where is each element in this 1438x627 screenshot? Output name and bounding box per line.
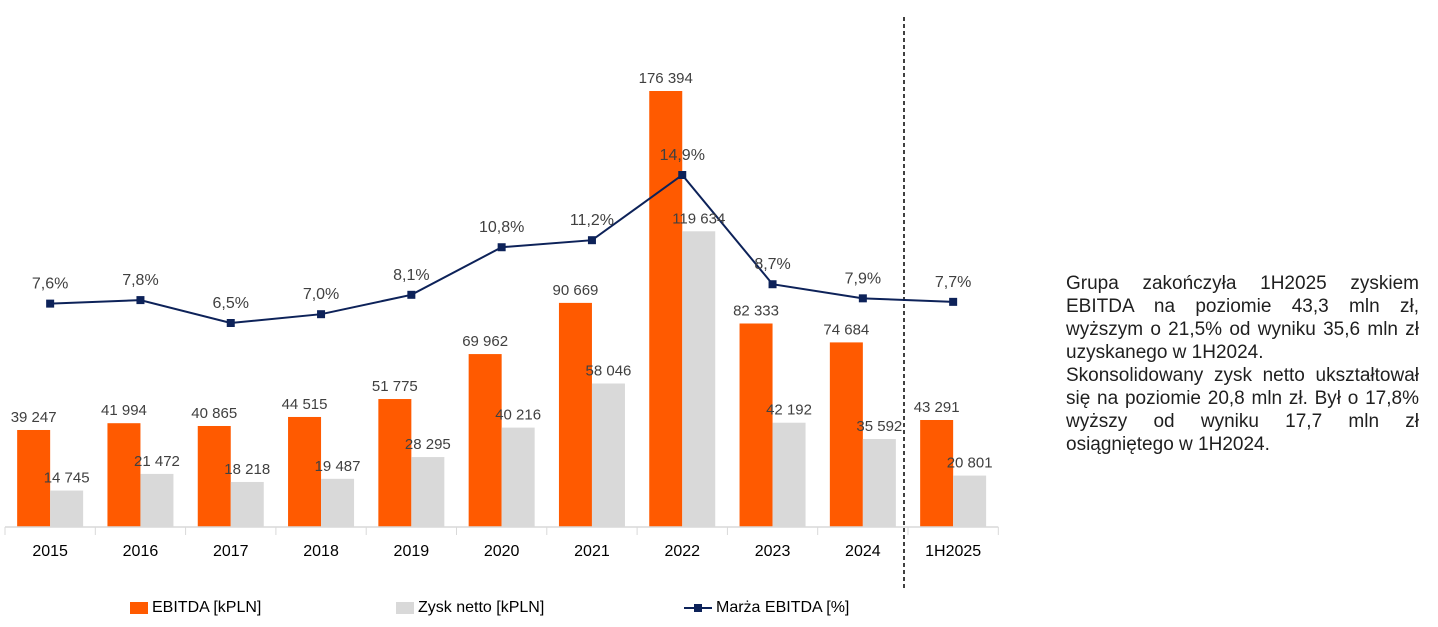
ebitda-value-label-2021: 90 669 bbox=[553, 282, 599, 299]
legend-zysk-netto-label: Zysk netto [kPLN] bbox=[418, 599, 545, 616]
legend-zysk-netto: Zysk netto [kPLN] bbox=[396, 597, 544, 619]
labels-layer: 39 247 14 745 2015 41 994 21 472 2016 40 865 18… bbox=[11, 70, 993, 560]
ebitda-value-label-2015: 39 247 bbox=[11, 409, 57, 426]
zysk-netto-value-label-2017: 18 218 bbox=[224, 461, 270, 478]
x-tick-2017: 2017 bbox=[213, 543, 249, 560]
ebitda-bar-2024 bbox=[829, 342, 863, 527]
zysk-netto-value-label-2020: 40 216 bbox=[495, 407, 541, 424]
x-tick-2020: 2020 bbox=[484, 543, 520, 560]
zysk-netto-bar-2018 bbox=[321, 478, 355, 527]
ebitda-bar-2018 bbox=[288, 416, 322, 527]
x-tick-2023: 2023 bbox=[755, 543, 791, 560]
x-tick-2018: 2018 bbox=[303, 543, 339, 560]
zysk-netto-value-label-2023: 42 192 bbox=[766, 402, 812, 419]
marza-value-label-2020: 10,8% bbox=[479, 219, 524, 236]
legend-marza-label: Marża EBITDA [%] bbox=[716, 599, 850, 616]
zysk-netto-bar-2015 bbox=[50, 490, 84, 527]
x-tick-2016: 2016 bbox=[123, 543, 159, 560]
marza-value-label-2017: 6,5% bbox=[213, 295, 249, 312]
axis-layer bbox=[4, 17, 999, 590]
legend-ebitda: EBITDA [kPLN] bbox=[130, 597, 261, 619]
legend-zysk-netto-swatch bbox=[396, 602, 414, 614]
marza-value-label-2016: 7,8% bbox=[122, 272, 158, 289]
zysk-netto-bar-2019 bbox=[411, 457, 445, 527]
marza-value-label-2019: 8,1% bbox=[393, 267, 429, 284]
marza-marker-2015 bbox=[46, 299, 55, 308]
marza-marker-2022 bbox=[678, 171, 687, 179]
legend-marza: Marża EBITDA [%] bbox=[684, 597, 849, 619]
zysk-netto-value-label-2018: 19 487 bbox=[315, 458, 361, 475]
zysk-netto-value-label-2016: 21 472 bbox=[134, 453, 180, 470]
marza-value-label-2024: 7,9% bbox=[845, 270, 881, 287]
ebitda-value-label-2017: 40 865 bbox=[191, 405, 237, 422]
marza-marker-2020 bbox=[497, 243, 506, 252]
zysk-netto-bar-2024 bbox=[862, 439, 896, 527]
x-tick-2024: 2024 bbox=[845, 543, 881, 560]
zysk-netto-value-label-2024: 35 592 bbox=[856, 418, 902, 435]
ebitda-bar-2022 bbox=[649, 91, 683, 527]
bars-layer bbox=[17, 91, 987, 527]
zysk-netto-value-label-1h2025: 20 801 bbox=[947, 455, 993, 472]
ebitda-value-label-2020: 69 962 bbox=[462, 333, 508, 350]
marza-value-label-2021: 11,2% bbox=[570, 212, 614, 229]
marza-value-label-1h2025: 7,7% bbox=[935, 274, 971, 291]
marza-marker-2021 bbox=[587, 236, 596, 245]
marza-value-label-2023: 8,7% bbox=[754, 256, 790, 273]
ebitda-bar-2017 bbox=[197, 425, 231, 527]
ebitda-value-label-2023: 82 333 bbox=[733, 302, 779, 319]
ebitda-bar-2021 bbox=[558, 302, 592, 527]
ebitda-bar-2020 bbox=[468, 354, 502, 527]
marza-marker-2018 bbox=[317, 310, 326, 319]
marza-marker-2017 bbox=[226, 319, 235, 327]
zysk-netto-bar-2017 bbox=[230, 481, 264, 527]
commentary-net-profit: Skonsolidowany zysk netto ukształtował s… bbox=[1066, 365, 1419, 455]
marza-marker-2019 bbox=[407, 290, 416, 299]
zysk-netto-value-label-2019: 28 295 bbox=[405, 436, 451, 453]
marza-value-label-2015: 7,6% bbox=[32, 276, 68, 293]
ebitda-bar-2019 bbox=[378, 399, 412, 527]
ebitda-value-label-2018: 44 515 bbox=[282, 396, 328, 413]
zysk-netto-bar-2021 bbox=[591, 383, 625, 527]
ebitda-bar-2015 bbox=[17, 429, 51, 527]
legend-ebitda-swatch bbox=[130, 602, 148, 614]
ebitda-value-label-2024: 74 684 bbox=[823, 321, 869, 338]
marza-marker-2024 bbox=[858, 294, 867, 303]
marza-value-label-2022: 14,9% bbox=[660, 147, 705, 164]
ebitda-bar-2016 bbox=[107, 423, 141, 527]
zysk-netto-bar-2022 bbox=[682, 231, 716, 527]
x-tick-2019: 2019 bbox=[394, 543, 430, 560]
marza-marker-2023 bbox=[768, 280, 777, 289]
zysk-netto-bar-1h2025 bbox=[953, 475, 987, 527]
zysk-netto-bar-2016 bbox=[140, 473, 174, 527]
ebitda-value-label-2019: 51 775 bbox=[372, 378, 418, 395]
marza-marker-2016 bbox=[136, 296, 145, 305]
zysk-netto-value-label-2015: 14 745 bbox=[44, 470, 90, 487]
zysk-netto-bar-2020 bbox=[501, 427, 535, 527]
commentary: Grupa zakończyła 1H2025 zyskiem EBITDA n… bbox=[1066, 272, 1419, 456]
x-tick-2021: 2021 bbox=[574, 543, 610, 560]
x-tick-2015: 2015 bbox=[32, 543, 68, 560]
chart: 39 247 14 745 2015 41 994 21 472 2016 40 865 18… bbox=[4, 17, 999, 590]
commentary-ebitda: Grupa zakończyła 1H2025 zyskiem EBITDA n… bbox=[1066, 273, 1419, 363]
ebitda-value-label-1h2025: 43 291 bbox=[914, 399, 960, 416]
zysk-netto-bar-2023 bbox=[772, 422, 806, 527]
zysk-netto-value-label-2021: 58 046 bbox=[586, 363, 632, 380]
marza-marker-1h2025 bbox=[949, 297, 958, 306]
ebitda-value-label-2016: 41 994 bbox=[101, 402, 147, 419]
legend-marza-marker bbox=[684, 602, 712, 614]
ebitda-bar-1h2025 bbox=[920, 419, 954, 527]
ebitda-value-label-2022: 176 394 bbox=[639, 70, 693, 87]
x-tick-1h2025: 1H2025 bbox=[925, 543, 981, 560]
marza-value-label-2018: 7,0% bbox=[303, 286, 339, 303]
x-tick-2022: 2022 bbox=[664, 543, 700, 560]
ebitda-bar-2023 bbox=[739, 323, 773, 527]
zysk-netto-value-label-2022: 119 634 bbox=[672, 210, 725, 227]
legend-ebitda-label: EBITDA [kPLN] bbox=[152, 599, 262, 616]
line-layer bbox=[46, 171, 958, 327]
